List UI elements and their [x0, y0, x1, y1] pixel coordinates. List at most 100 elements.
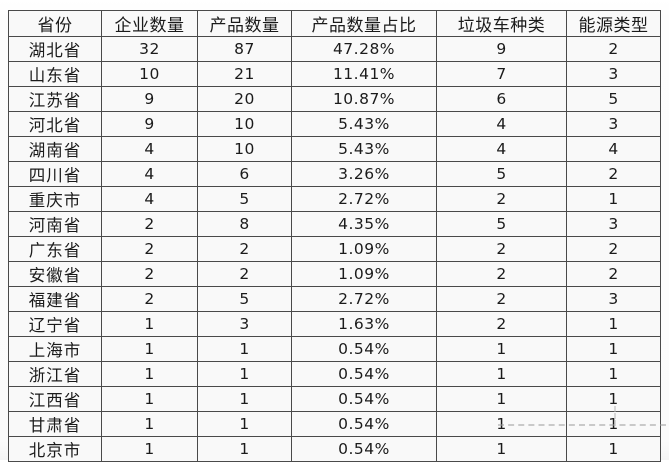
cell-products: 5: [197, 186, 292, 212]
table-row: 安徽省 2 2 1.09% 2 2: [8, 261, 661, 287]
cell-energy-types: 1: [566, 311, 661, 337]
cell-firms: 4: [101, 136, 198, 162]
cell-province: 甘肃省: [8, 411, 102, 437]
cell-energy-types: 1: [566, 436, 661, 462]
cell-firms: 1: [101, 386, 198, 412]
cell-firms: 4: [101, 186, 198, 212]
cell-energy-types: 1: [566, 386, 661, 412]
cell-vehicle-types: 5: [436, 161, 567, 187]
province-statistics-table: 省份 企业数量 产品数量 产品数量占比 垃圾车种类 能源类型 湖北省 32 87 47…: [8, 10, 661, 462]
cell-energy-types: 1: [566, 411, 661, 437]
cell-province: 广东省: [8, 236, 102, 262]
column-header-vehicle-types: 垃圾车种类: [436, 10, 567, 37]
cell-products: 1: [197, 436, 292, 462]
cell-energy-types: 2: [566, 161, 661, 187]
cell-vehicle-types: 2: [436, 236, 567, 262]
cell-share: 11.41%: [291, 61, 437, 87]
cell-products: 21: [197, 61, 292, 87]
cell-products: 1: [197, 361, 292, 387]
cell-province: 江西省: [8, 386, 102, 412]
cell-vehicle-types: 1: [436, 436, 567, 462]
cell-energy-types: 2: [566, 261, 661, 287]
cell-province: 重庆市: [8, 186, 102, 212]
cell-share: 0.54%: [291, 336, 437, 362]
cell-firms: 1: [101, 411, 198, 437]
cell-products: 6: [197, 161, 292, 187]
table-row: 河南省 2 8 4.35% 5 3: [8, 211, 661, 237]
cell-province: 河北省: [8, 111, 102, 137]
cell-share: 4.35%: [291, 211, 437, 237]
cell-vehicle-types: 1: [436, 336, 567, 362]
header-row: 省份 企业数量 产品数量 产品数量占比 垃圾车种类 能源类型: [8, 10, 661, 37]
cell-vehicle-types: 7: [436, 61, 567, 87]
cell-products: 3: [197, 311, 292, 337]
table-row: 上海市 1 1 0.54% 1 1: [8, 336, 661, 362]
table-container: 省份 企业数量 产品数量 产品数量占比 垃圾车种类 能源类型 湖北省 32 87 47…: [8, 10, 661, 462]
cell-products: 8: [197, 211, 292, 237]
cell-province: 安徽省: [8, 261, 102, 287]
cell-share: 0.54%: [291, 411, 437, 437]
cell-energy-types: 2: [566, 36, 661, 62]
cell-products: 87: [197, 36, 292, 62]
cell-province: 江苏省: [8, 86, 102, 112]
cell-vehicle-types: 2: [436, 261, 567, 287]
table-row: 河北省 9 10 5.43% 4 3: [8, 111, 661, 137]
cell-share: 1.09%: [291, 236, 437, 262]
cell-energy-types: 2: [566, 236, 661, 262]
table-row: 湖南省 4 10 5.43% 4 4: [8, 136, 661, 162]
cell-vehicle-types: 6: [436, 86, 567, 112]
cell-province: 山东省: [8, 61, 102, 87]
cell-energy-types: 1: [566, 336, 661, 362]
cell-products: 5: [197, 286, 292, 312]
cell-vehicle-types: 4: [436, 136, 567, 162]
cell-energy-types: 5: [566, 86, 661, 112]
cell-share: 0.54%: [291, 386, 437, 412]
table-row: 湖北省 32 87 47.28% 9 2: [8, 36, 661, 62]
table-row: 甘肃省 1 1 0.54% 1 1: [8, 411, 661, 437]
table-row: 福建省 2 5 2.72% 2 3: [8, 286, 661, 312]
cell-vehicle-types: 1: [436, 411, 567, 437]
cell-share: 1.09%: [291, 261, 437, 287]
cell-products: 2: [197, 236, 292, 262]
cell-energy-types: 3: [566, 286, 661, 312]
cell-energy-types: 3: [566, 61, 661, 87]
cell-products: 1: [197, 386, 292, 412]
cell-firms: 9: [101, 86, 198, 112]
cell-share: 10.87%: [291, 86, 437, 112]
cell-energy-types: 3: [566, 111, 661, 137]
table-row: 江苏省 9 20 10.87% 6 5: [8, 86, 661, 112]
cell-province: 浙江省: [8, 361, 102, 387]
column-header-firms: 企业数量: [101, 10, 198, 37]
cell-vehicle-types: 1: [436, 386, 567, 412]
cell-firms: 2: [101, 211, 198, 237]
table-row: 广东省 2 2 1.09% 2 2: [8, 236, 661, 262]
column-header-products: 产品数量: [197, 10, 292, 37]
cell-share: 3.26%: [291, 161, 437, 187]
cell-share: 47.28%: [291, 36, 437, 62]
cell-share: 5.43%: [291, 111, 437, 137]
column-header-energy-types: 能源类型: [566, 10, 661, 37]
cell-firms: 32: [101, 36, 198, 62]
cell-vehicle-types: 9: [436, 36, 567, 62]
cell-vehicle-types: 2: [436, 186, 567, 212]
cell-energy-types: 3: [566, 211, 661, 237]
table-row: 江西省 1 1 0.54% 1 1: [8, 386, 661, 412]
cell-firms: 4: [101, 161, 198, 187]
table-row: 山东省 10 21 11.41% 7 3: [8, 61, 661, 87]
cell-firms: 9: [101, 111, 198, 137]
cell-products: 20: [197, 86, 292, 112]
cell-vehicle-types: 2: [436, 286, 567, 312]
cell-firms: 1: [101, 436, 198, 462]
cell-firms: 2: [101, 236, 198, 262]
cell-products: 1: [197, 336, 292, 362]
table-row: 重庆市 4 5 2.72% 2 1: [8, 186, 661, 212]
cell-firms: 10: [101, 61, 198, 87]
cell-products: 2: [197, 261, 292, 287]
cell-share: 5.43%: [291, 136, 437, 162]
cell-province: 上海市: [8, 336, 102, 362]
cell-province: 辽宁省: [8, 311, 102, 337]
column-header-share: 产品数量占比: [291, 10, 437, 37]
cell-province: 湖南省: [8, 136, 102, 162]
cell-share: 2.72%: [291, 286, 437, 312]
